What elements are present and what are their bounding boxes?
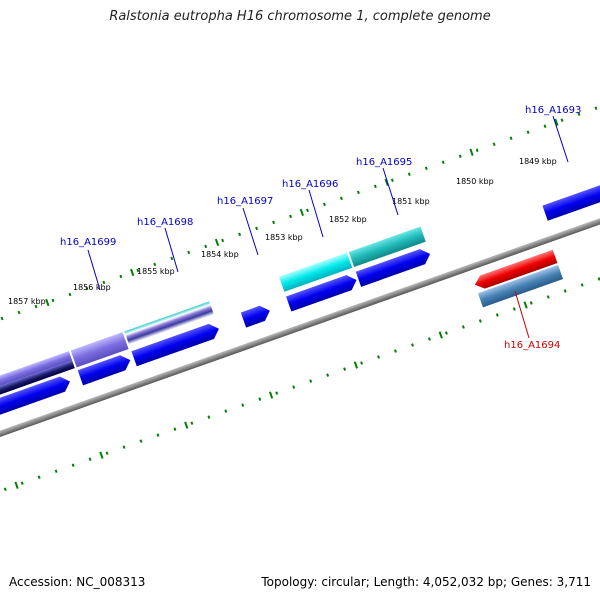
tick-label: 1855 kbp xyxy=(137,267,175,276)
tick-label: 1850 kbp xyxy=(456,177,494,186)
tick-label: 1857 kbp xyxy=(8,297,46,306)
map-title: Ralstonia eutropha H16 chromosome 1, com… xyxy=(109,9,491,24)
gene-h16-A1694-arrow xyxy=(474,249,558,289)
cds-arrow xyxy=(0,376,70,422)
leader-line xyxy=(514,290,530,339)
leader-line xyxy=(87,249,101,291)
tick-label: 1849 kbp xyxy=(519,157,557,166)
gene-label-h16-A1693: h16_A1693 xyxy=(525,105,581,116)
tick-label: 1851 kbp xyxy=(392,197,430,206)
gene-label-h16-A1697: h16_A1697 xyxy=(217,196,273,207)
cds-arrow xyxy=(131,323,219,367)
leader-line xyxy=(382,167,399,216)
gene-label-h16-A1694: h16_A1694 xyxy=(504,340,560,351)
gene-h16-A1698-band xyxy=(124,301,214,345)
gene-h16-A1694-band xyxy=(477,264,564,308)
rotated-track-group xyxy=(0,92,600,499)
gene-label-h16-A1695: h16_A1695 xyxy=(356,157,412,168)
summary-text: Topology: circular; Length: 4,052,032 bp… xyxy=(261,575,591,589)
gene-label-h16-A1698: h16_A1698 xyxy=(137,217,193,228)
gene-h16-A1695-band xyxy=(348,226,426,268)
accession-text: Accession: NC_008313 xyxy=(9,575,146,589)
gene-label-h16-A1699: h16_A1699 xyxy=(60,237,116,248)
leader-line xyxy=(308,189,324,238)
gene-band-navy xyxy=(0,360,75,404)
leader-line xyxy=(552,115,569,163)
gene-labels: h16_A1699 h16_A1698 h16_A1697 h16_A1696 … xyxy=(60,105,581,351)
cds-arrow xyxy=(77,355,131,386)
cds-arrow xyxy=(542,165,600,221)
cds-arrow xyxy=(286,275,357,312)
cds-arrow xyxy=(355,249,431,287)
gene-h16-A1696-band xyxy=(279,252,353,292)
tick-label: 1854 kbp xyxy=(201,250,239,259)
gene-h16-A1699-band xyxy=(0,351,73,396)
gene-band-lavender xyxy=(70,332,129,368)
tick-label: 1853 kbp xyxy=(265,233,303,242)
gene-label-h16-A1696: h16_A1696 xyxy=(282,179,338,190)
tick-label: 1852 kbp xyxy=(329,215,367,224)
kbp-labels: 1857 kbp 1856 kbp 1855 kbp 1854 kbp 1853… xyxy=(8,157,557,306)
leader-line xyxy=(164,227,179,273)
genome-backbone xyxy=(0,194,600,455)
tick-label: 1856 kbp xyxy=(73,283,111,292)
cds-arrow xyxy=(240,305,270,328)
leader-line xyxy=(242,207,259,256)
